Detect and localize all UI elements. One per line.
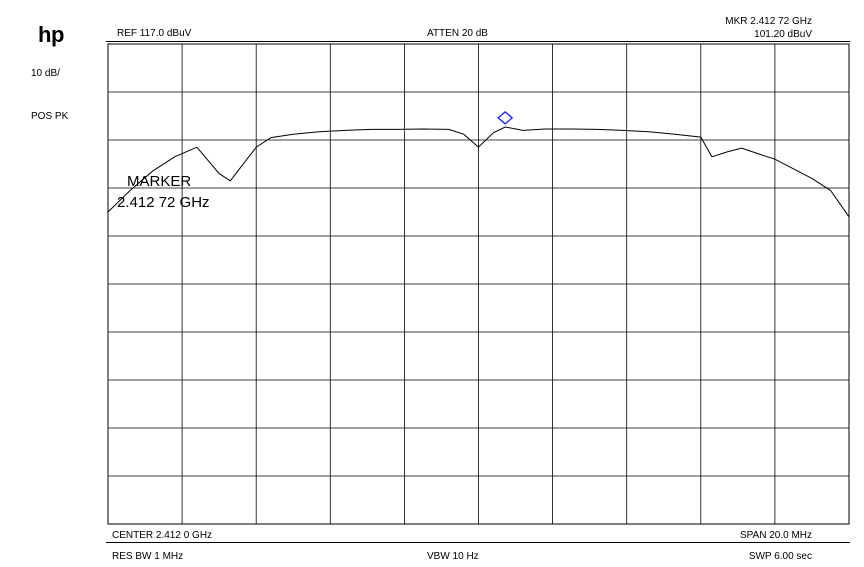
attenuation-label: ATTEN 20 dB [427,28,488,39]
scale-label: 10 dB/ [31,68,60,79]
chart-grid [108,44,849,524]
sweep-time-label: SWP 6.00 sec [748,551,812,562]
marker-frequency-label: MKR 2.412 72 GHz [725,16,812,27]
resolution-bandwidth-label: RES BW 1 MHz [112,551,184,562]
marker-annotation-title: MARKER [127,173,191,190]
top-border-line [106,41,850,42]
video-bandwidth-label: VBW 10 Hz [427,551,479,562]
bottom-border-line [106,542,850,543]
marker-diamond [497,110,514,125]
hp-logo: hp [38,22,64,47]
span-label: SPAN 20.0 MHz [739,530,812,541]
reference-level-label: REF 117.0 dBuV [117,28,192,39]
marker-annotation-value: 2.412 72 GHz [117,194,210,211]
plot-frame [107,43,850,525]
spectrum-trace [107,126,850,218]
center-frequency-label: CENTER 2.412 0 GHz [112,530,213,541]
detector-label: POS PK [31,111,69,122]
marker-amplitude-label: 101.20 dBuV [754,29,812,40]
